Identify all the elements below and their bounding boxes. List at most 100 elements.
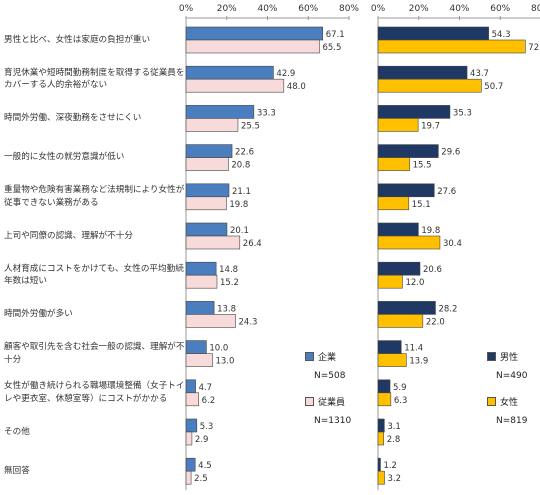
right-bar-s1 — [377, 196, 410, 211]
right-value-label: 30.4 — [443, 239, 462, 249]
left-bar-s0 — [185, 144, 233, 158]
left-value-label: 22.6 — [235, 148, 254, 158]
right-value-label: 11.4 — [404, 344, 423, 354]
left-tick-label: 60% — [298, 4, 318, 14]
left-value-label: 20.1 — [230, 226, 249, 236]
category-label: その他 — [4, 426, 30, 437]
left-value-label: 13.8 — [217, 304, 236, 314]
left-bar-s0 — [185, 183, 230, 198]
right-bar-s0 — [377, 340, 402, 354]
legend-left: 企業 N=508 従業員 N=1310 — [305, 350, 351, 426]
category-label: 重量物や危険有害業務など法規制により女性が従事できない業務がある — [4, 185, 185, 208]
left-bar-s1 — [185, 39, 320, 54]
right-value-label: 29.6 — [441, 148, 460, 158]
category-label: 無回答 — [4, 465, 30, 476]
left-bar-s1 — [185, 196, 227, 211]
legend-label-employee: 従業員 — [318, 398, 346, 408]
legend-swatch-male — [487, 352, 496, 361]
legend-swatch-employee — [305, 397, 314, 406]
left-value-label: 25.5 — [241, 121, 260, 131]
legend-item-company: 企業 N=508 — [305, 350, 351, 381]
right-bar-s0 — [377, 261, 421, 276]
left-value-label: 10.0 — [209, 344, 228, 354]
right-value-label: 28.2 — [438, 304, 457, 314]
right-bar-s0 — [377, 457, 381, 472]
left-bar-s1 — [185, 235, 241, 250]
left-value-label: 21.1 — [232, 187, 251, 197]
left-value-label: 42.9 — [276, 69, 295, 79]
left-value-label: 5.3 — [200, 422, 214, 432]
legend-label-female: 女性 — [500, 398, 519, 408]
right-bar-s1 — [377, 39, 526, 54]
category-label: 女性が働き続けられる職場環境整備（女子トイレや更衣室、休憩室等）にコストがかかる — [4, 381, 185, 404]
legend-n-employee: N=1310 — [314, 416, 352, 426]
category-label: 時間外労働、深夜勤務をさせにくい — [4, 113, 142, 124]
left-value-label: 15.2 — [220, 278, 239, 288]
right-tick-label: 80% — [531, 4, 540, 14]
right-bar-s0 — [377, 144, 439, 158]
right-bar-s1 — [377, 470, 385, 485]
right-value-label: 43.7 — [470, 69, 489, 79]
left-bar-s0 — [185, 301, 215, 315]
right-value-label: 13.9 — [409, 357, 428, 367]
right-value-label: 72.3 — [528, 43, 540, 53]
left-bar-s1 — [185, 118, 239, 132]
right-value-label: 35.3 — [453, 108, 472, 118]
right-value-label: 5.9 — [393, 383, 407, 393]
right-tick-label: 20% — [409, 4, 429, 14]
left-bar-s1 — [185, 157, 229, 171]
left-value-label: 65.5 — [322, 43, 341, 53]
left-value-label: 13.0 — [215, 357, 234, 367]
legend-n-female: N=819 — [496, 416, 528, 426]
left-value-label: 26.4 — [243, 239, 262, 249]
right-value-label: 1.2 — [383, 461, 397, 471]
right-value-label: 6.3 — [394, 396, 408, 406]
category-label: 一般的に女性の就労意識が低い — [4, 152, 125, 163]
left-bar-s1 — [185, 470, 192, 485]
left-tick-label: 0% — [179, 4, 194, 14]
right-bar-s1 — [377, 78, 482, 93]
right-bar-s0 — [377, 222, 419, 237]
right-value-label: 19.7 — [421, 121, 440, 131]
legend-item-employee: 従業員 N=1310 — [305, 395, 351, 426]
left-value-label: 4.5 — [198, 461, 212, 471]
right-tick-label: 60% — [490, 4, 510, 14]
left-bar-s1 — [185, 353, 213, 367]
left-value-label: 2.5 — [194, 474, 208, 484]
category-label: 男性と比べ、女性は家庭の負担が重い — [4, 34, 151, 45]
right-bar-s1 — [377, 392, 392, 407]
right-value-label: 20.6 — [423, 265, 442, 275]
right-bar-s0 — [377, 301, 436, 315]
left-value-label: 24.3 — [239, 317, 258, 327]
left-bar-s0 — [185, 379, 196, 394]
left-bar-s0 — [185, 340, 207, 354]
right-value-label: 3.1 — [387, 422, 401, 432]
left-tick-label: 40% — [257, 4, 277, 14]
right-tick-label: 40% — [449, 4, 469, 14]
right-bar-s0 — [377, 183, 435, 198]
legend-swatch-female — [487, 397, 496, 406]
right-value-label: 12.0 — [405, 278, 424, 288]
left-value-label: 33.3 — [257, 108, 276, 118]
category-label: 育児休業や短時間勤務制度を取得する従業員をカバーする人的余裕がない — [4, 67, 185, 91]
left-bar-s0 — [185, 105, 255, 119]
left-bar-s0 — [185, 418, 198, 433]
right-bar-s1 — [377, 118, 419, 132]
left-bar-s0 — [185, 261, 217, 276]
category-label: 時間外労働が多い — [4, 309, 73, 320]
left-bar-s1 — [185, 431, 193, 446]
left-bar-s0 — [185, 65, 274, 80]
legend-n-company: N=508 — [314, 371, 346, 381]
legend-item-female: 女性 N=819 — [487, 395, 527, 426]
right-value-label: 15.5 — [413, 161, 432, 171]
left-tick-label: 80% — [339, 4, 359, 14]
right-bar-s0 — [377, 105, 451, 119]
right-bar-s1 — [377, 235, 441, 250]
left-bar-s0 — [185, 222, 228, 237]
left-value-label: 14.8 — [219, 265, 238, 275]
right-value-label: 54.3 — [492, 30, 511, 40]
right-bar-s0 — [377, 379, 391, 394]
left-bar-s1 — [185, 314, 236, 328]
left-bar-s0 — [185, 457, 196, 472]
